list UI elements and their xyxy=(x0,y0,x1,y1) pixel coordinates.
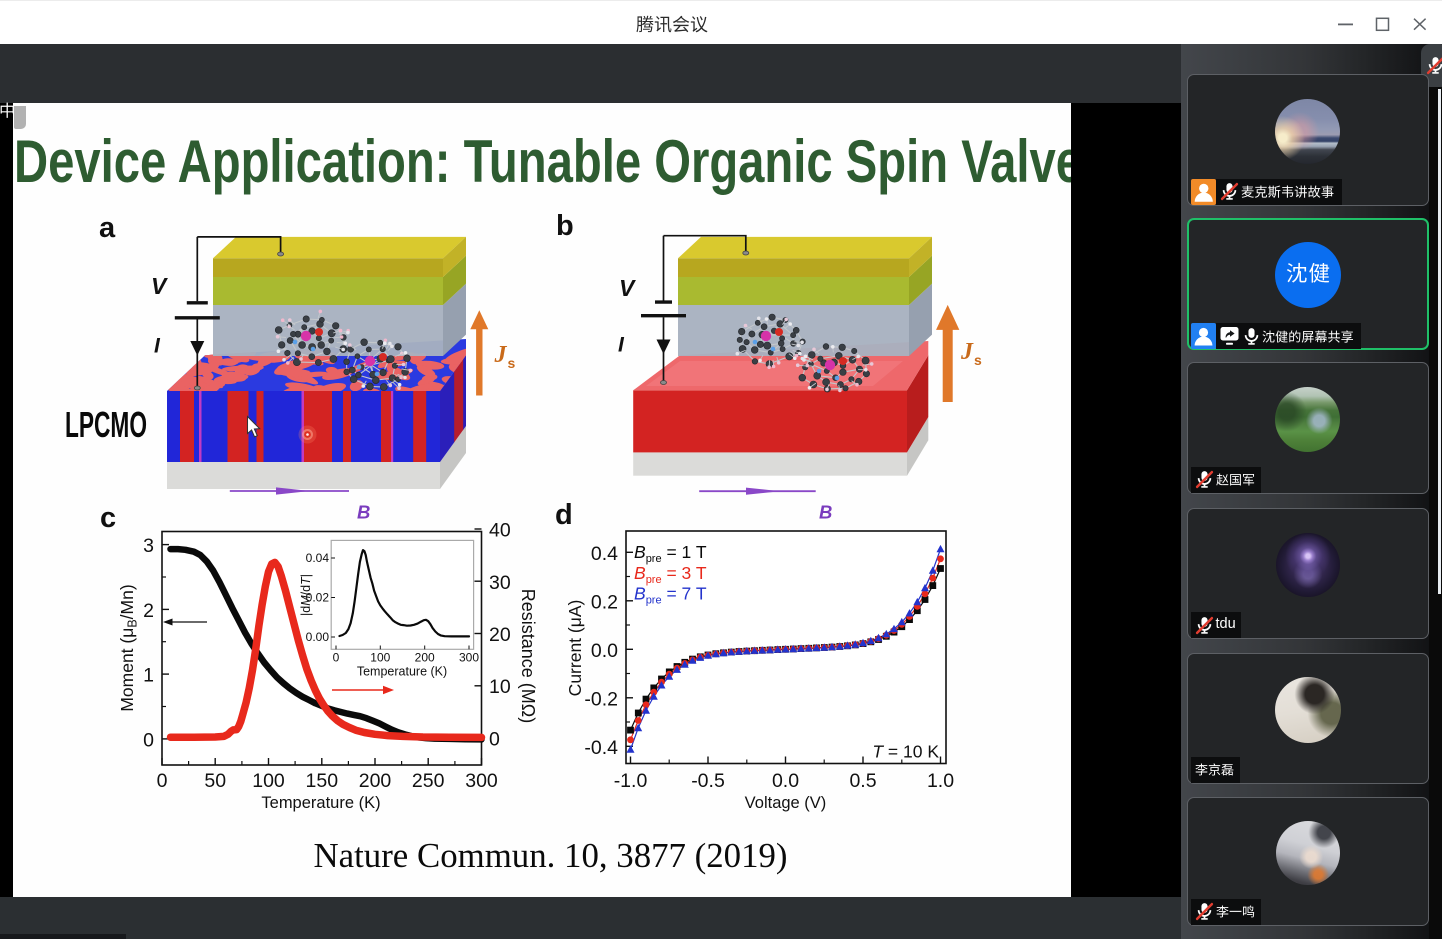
svg-text:Resistance (MΩ): Resistance (MΩ) xyxy=(518,589,538,723)
svg-text:0.04: 0.04 xyxy=(306,551,330,565)
svg-text:200: 200 xyxy=(415,651,435,665)
svg-text:J: J xyxy=(494,342,508,368)
svg-text:0.0: 0.0 xyxy=(772,770,799,792)
svg-text:V: V xyxy=(151,273,168,299)
svg-text:-1.0: -1.0 xyxy=(614,770,648,792)
svg-text:Nature Commun. 10, 3877 (2019): Nature Commun. 10, 3877 (2019) xyxy=(314,836,788,875)
svg-text:Temperature (K): Temperature (K) xyxy=(357,665,447,679)
svg-text:150: 150 xyxy=(306,770,339,792)
svg-text:40: 40 xyxy=(489,520,511,542)
svg-text:Bpre = 1 T: Bpre = 1 T xyxy=(634,542,707,565)
svg-text:0: 0 xyxy=(157,770,168,792)
svg-text:s: s xyxy=(508,355,516,371)
svg-text:B: B xyxy=(819,502,832,523)
svg-text:Device Application: Tunable Or: Device Application: Tunable Organic Spin… xyxy=(14,127,1071,195)
svg-text:Current (μA): Current (μA) xyxy=(565,600,585,697)
svg-text:|dM/dT|: |dM/dT| xyxy=(299,574,313,616)
svg-text:-0.2: -0.2 xyxy=(584,688,618,710)
svg-text:1.0: 1.0 xyxy=(927,770,954,792)
svg-text:V: V xyxy=(619,275,636,301)
svg-text:b: b xyxy=(556,210,574,242)
svg-text:0.5: 0.5 xyxy=(849,770,876,792)
svg-text:100: 100 xyxy=(370,651,390,665)
svg-text:20: 20 xyxy=(489,624,511,646)
svg-text:I: I xyxy=(154,335,161,358)
svg-text:30: 30 xyxy=(489,572,511,594)
svg-text:0.00: 0.00 xyxy=(306,630,330,644)
svg-text:Temperature (K): Temperature (K) xyxy=(261,794,380,812)
svg-text:T = 10 K: T = 10 K xyxy=(872,742,939,762)
svg-text:250: 250 xyxy=(412,770,445,792)
svg-text:1: 1 xyxy=(143,665,154,687)
svg-text:Bpre = 7 T: Bpre = 7 T xyxy=(634,584,707,607)
svg-text:0.4: 0.4 xyxy=(591,543,618,565)
svg-text:300: 300 xyxy=(465,770,498,792)
svg-text:0: 0 xyxy=(143,729,154,751)
svg-text:0.02: 0.02 xyxy=(306,591,330,605)
svg-text:0.0: 0.0 xyxy=(591,640,618,662)
svg-text:-0.4: -0.4 xyxy=(584,737,618,759)
svg-text:3: 3 xyxy=(143,535,154,557)
svg-text:I: I xyxy=(618,334,625,357)
svg-text:LPCMO: LPCMO xyxy=(65,404,147,445)
svg-text:a: a xyxy=(99,212,116,244)
svg-text:s: s xyxy=(974,352,982,368)
svg-text:Bpre = 3 T: Bpre = 3 T xyxy=(634,563,707,586)
svg-text:0: 0 xyxy=(333,651,340,665)
svg-text:B: B xyxy=(357,502,370,523)
svg-text:300: 300 xyxy=(459,651,479,665)
svg-text:200: 200 xyxy=(359,770,392,792)
svg-text:Voltage (V): Voltage (V) xyxy=(745,794,827,812)
svg-text:10: 10 xyxy=(489,676,511,698)
svg-text:J: J xyxy=(960,339,974,365)
svg-text:0.2: 0.2 xyxy=(591,591,618,613)
svg-text:-0.5: -0.5 xyxy=(691,770,725,792)
svg-text:50: 50 xyxy=(204,770,226,792)
svg-text:0: 0 xyxy=(489,729,500,751)
svg-text:c: c xyxy=(100,502,116,534)
svg-text:d: d xyxy=(555,499,573,531)
svg-text:100: 100 xyxy=(252,770,285,792)
svg-text:Moment (μB/Mn): Moment (μB/Mn) xyxy=(117,584,140,711)
svg-text:2: 2 xyxy=(143,600,154,622)
